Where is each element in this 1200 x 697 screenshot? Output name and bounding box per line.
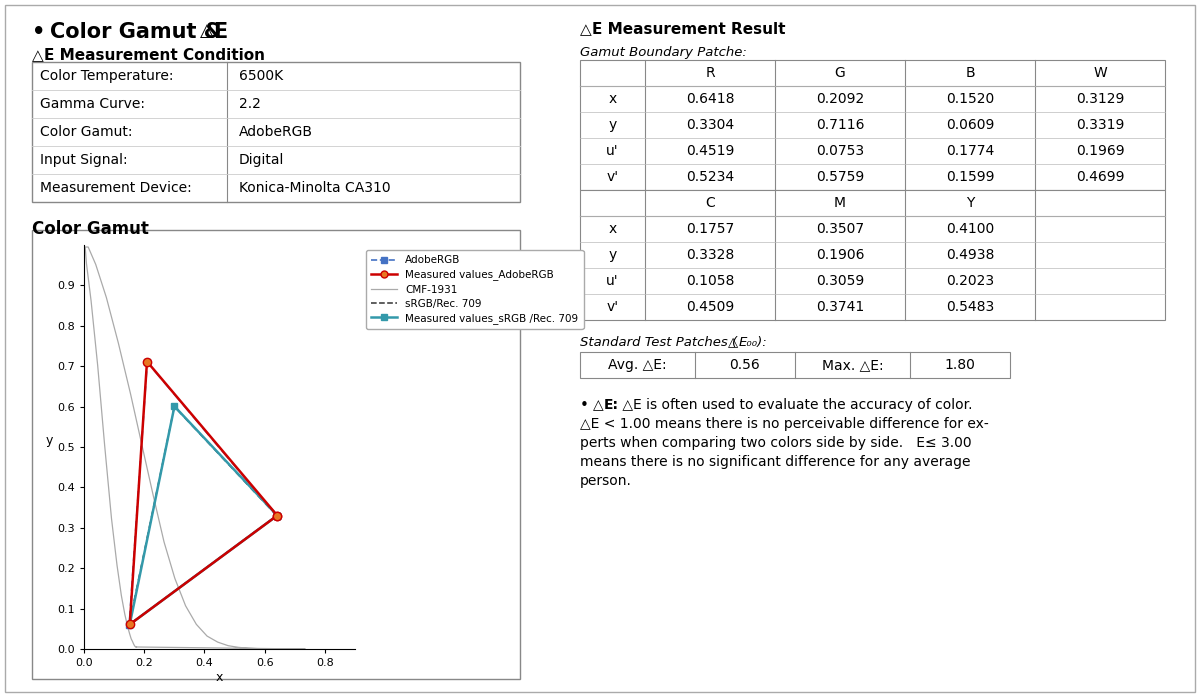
Text: 0.4938: 0.4938 — [946, 248, 994, 262]
Text: 0.1969: 0.1969 — [1075, 144, 1124, 158]
Text: Color Gamut: Color Gamut — [32, 220, 149, 238]
Text: Measurement Device:: Measurement Device: — [40, 181, 192, 195]
Text: Y: Y — [966, 196, 974, 210]
Text: △: △ — [200, 22, 214, 40]
Legend: AdobeRGB, Measured values_AdobeRGB, CMF-1931, sRGB/Rec. 709, Measured values_sRG: AdobeRGB, Measured values_AdobeRGB, CMF-… — [366, 250, 583, 329]
Text: x: x — [608, 92, 617, 106]
Y-axis label: y: y — [46, 434, 53, 447]
Text: △: △ — [580, 22, 592, 37]
Text: △: △ — [728, 336, 738, 349]
Text: △: △ — [593, 398, 604, 412]
Text: 0.2092: 0.2092 — [816, 92, 864, 106]
Text: 0.4699: 0.4699 — [1075, 170, 1124, 184]
Text: C: C — [706, 196, 715, 210]
Text: •: • — [32, 22, 46, 42]
Text: 0.1058: 0.1058 — [686, 274, 734, 288]
Text: Input Signal:: Input Signal: — [40, 153, 127, 167]
Bar — [580, 190, 1165, 320]
Text: 0.5483: 0.5483 — [946, 300, 994, 314]
Bar — [580, 352, 1010, 378]
Bar — [32, 230, 520, 679]
Text: 0.1520: 0.1520 — [946, 92, 994, 106]
Text: △E < 1.00 means there is no perceivable difference for ex-: △E < 1.00 means there is no perceivable … — [580, 417, 989, 431]
Text: M: M — [834, 196, 846, 210]
Text: W: W — [1093, 66, 1106, 80]
Bar — [580, 60, 1165, 190]
Text: Color Gamut:: Color Gamut: — [40, 125, 132, 139]
Text: 0.5234: 0.5234 — [686, 170, 734, 184]
Text: 0.1599: 0.1599 — [946, 170, 995, 184]
Text: 0.3741: 0.3741 — [816, 300, 864, 314]
Text: 0.56: 0.56 — [730, 358, 761, 372]
Text: R: R — [706, 66, 715, 80]
Text: B: B — [965, 66, 974, 80]
Text: E Measurement Condition: E Measurement Condition — [44, 48, 265, 63]
Bar — [32, 62, 520, 202]
Text: x: x — [608, 222, 617, 236]
Text: 0.1906: 0.1906 — [816, 248, 864, 262]
Text: perts when comparing two colors side by side.   E≤ 3.00: perts when comparing two colors side by … — [580, 436, 972, 450]
Text: E: E — [214, 22, 227, 42]
Text: Avg. △E:: Avg. △E: — [608, 358, 667, 372]
Text: Digital: Digital — [239, 153, 284, 167]
Text: 0.0753: 0.0753 — [816, 144, 864, 158]
Text: v': v' — [606, 300, 618, 314]
Text: Standard Test Patches (: Standard Test Patches ( — [580, 336, 737, 349]
Text: Color Gamut &: Color Gamut & — [50, 22, 229, 42]
Text: Max. △E:: Max. △E: — [822, 358, 883, 372]
Text: △E is often used to evaluate the accuracy of color.: △E is often used to evaluate the accurac… — [618, 398, 972, 412]
Text: •: • — [580, 398, 589, 413]
Text: Gamut Boundary Patche:: Gamut Boundary Patche: — [580, 46, 746, 59]
Text: E Measurement Result: E Measurement Result — [592, 22, 786, 37]
Text: 0.0609: 0.0609 — [946, 118, 994, 132]
Text: E:: E: — [604, 398, 619, 412]
Text: 1.80: 1.80 — [944, 358, 976, 372]
Text: 0.5759: 0.5759 — [816, 170, 864, 184]
Text: 0.3507: 0.3507 — [816, 222, 864, 236]
Text: u': u' — [606, 274, 619, 288]
Text: 0.1757: 0.1757 — [686, 222, 734, 236]
Text: 6500K: 6500K — [239, 69, 283, 83]
Text: means there is no significant difference for any average: means there is no significant difference… — [580, 455, 971, 469]
Text: 0.4100: 0.4100 — [946, 222, 994, 236]
Text: person.: person. — [580, 474, 632, 488]
Text: 0.4509: 0.4509 — [686, 300, 734, 314]
Text: 0.3304: 0.3304 — [686, 118, 734, 132]
Text: AdobeRGB: AdobeRGB — [239, 125, 313, 139]
Text: v': v' — [606, 170, 618, 184]
Text: 0.3319: 0.3319 — [1076, 118, 1124, 132]
Text: 2.2: 2.2 — [239, 97, 260, 111]
Text: Gamma Curve:: Gamma Curve: — [40, 97, 145, 111]
Text: Color Temperature:: Color Temperature: — [40, 69, 174, 83]
Text: 0.2023: 0.2023 — [946, 274, 994, 288]
Text: 0.7116: 0.7116 — [816, 118, 864, 132]
Text: 0.1774: 0.1774 — [946, 144, 994, 158]
Text: u': u' — [606, 144, 619, 158]
Text: Konica-Minolta CA310: Konica-Minolta CA310 — [239, 181, 391, 195]
Text: G: G — [835, 66, 845, 80]
Text: y: y — [608, 248, 617, 262]
Text: △: △ — [32, 48, 43, 63]
X-axis label: x: x — [216, 671, 223, 684]
Text: E₀₀):: E₀₀): — [739, 336, 768, 349]
Text: 0.3129: 0.3129 — [1076, 92, 1124, 106]
Text: 0.3059: 0.3059 — [816, 274, 864, 288]
Text: 0.4519: 0.4519 — [686, 144, 734, 158]
Text: 0.3328: 0.3328 — [686, 248, 734, 262]
Text: y: y — [608, 118, 617, 132]
Text: 0.6418: 0.6418 — [685, 92, 734, 106]
